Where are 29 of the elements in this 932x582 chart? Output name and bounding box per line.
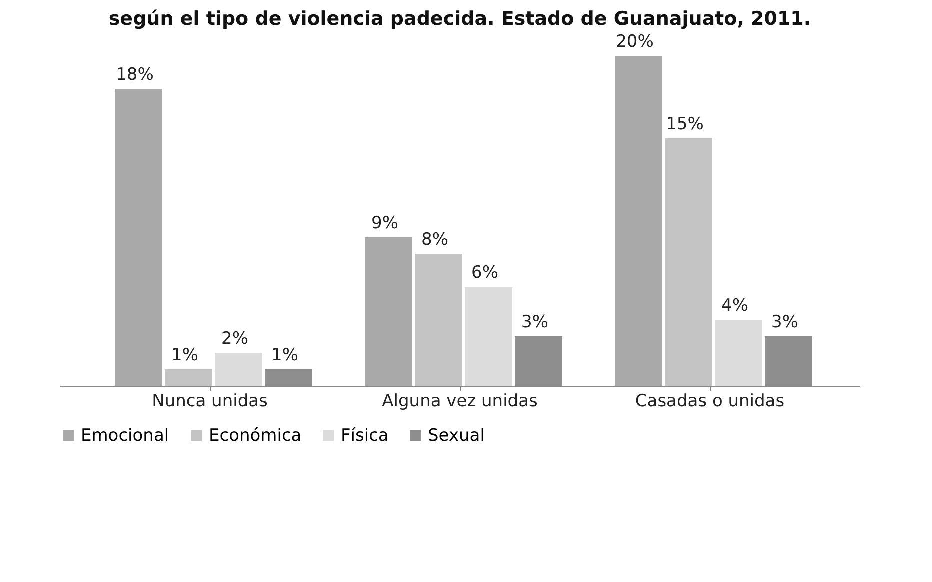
legend-label: Económica — [209, 426, 302, 446]
legend-label: Emocional — [81, 426, 170, 446]
bar — [715, 320, 762, 386]
chart-title: según el tipo de violencia padecida. Estado de Guanajuato, 2011. — [108, 8, 812, 30]
bar — [365, 238, 412, 386]
data-label: 20% — [616, 32, 654, 52]
x-tick-label: Casadas o unidas — [635, 392, 785, 412]
data-label: 1% — [272, 346, 298, 366]
data-label: 3% — [522, 312, 548, 332]
data-label: 6% — [472, 263, 498, 283]
data-label: 1% — [172, 346, 198, 366]
data-label: 3% — [772, 312, 798, 332]
data-label: 18% — [116, 65, 154, 85]
bar — [115, 89, 162, 386]
bar — [165, 370, 212, 386]
data-label: 9% — [372, 214, 398, 234]
bar — [665, 138, 712, 386]
x-tick-label: Alguna vez unidas — [382, 392, 538, 412]
bar — [415, 254, 462, 386]
data-label: 2% — [222, 329, 248, 349]
legend-label: Física — [341, 426, 389, 446]
data-label: 15% — [666, 114, 704, 134]
bar — [465, 287, 512, 386]
bar — [615, 56, 662, 386]
data-label: 8% — [422, 230, 448, 250]
data-label: 4% — [722, 296, 748, 316]
legend-label: Sexual — [428, 426, 485, 446]
x-tick-label: Nunca unidas — [152, 392, 268, 412]
bar — [215, 353, 262, 386]
